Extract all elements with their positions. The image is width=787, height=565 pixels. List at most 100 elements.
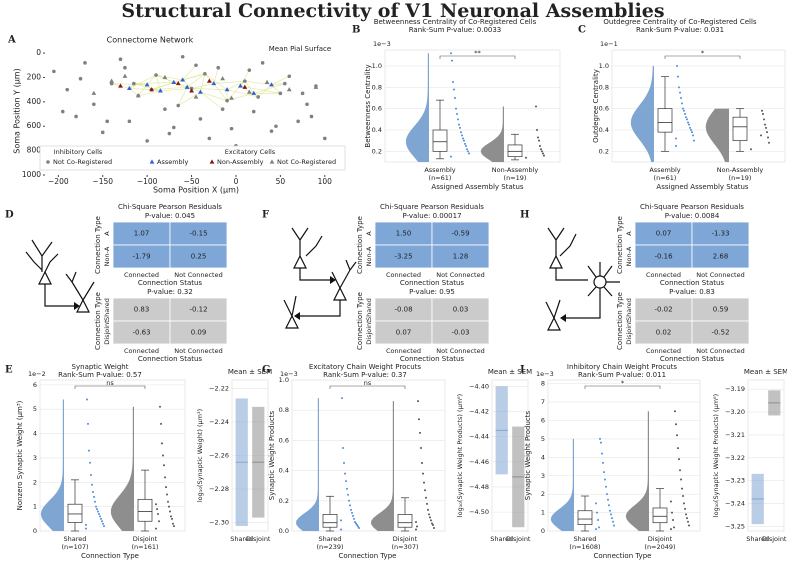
cell-point	[260, 61, 265, 65]
x-axis-label: Assigned Assembly Status	[431, 183, 524, 191]
strip-point	[600, 441, 602, 444]
soma	[285, 314, 299, 329]
strip-point	[358, 526, 360, 529]
cell-point	[65, 87, 70, 92]
cell-point	[163, 107, 167, 111]
box	[657, 108, 673, 133]
count-label: (n=239)	[316, 543, 343, 551]
cell-label: 1.07	[134, 230, 150, 238]
cell-point	[305, 102, 309, 107]
strip-point	[539, 145, 541, 147]
strip-point	[680, 97, 682, 99]
strip-point	[417, 400, 419, 403]
cell-point	[322, 136, 327, 141]
connection-edge	[155, 74, 188, 88]
strip-point	[465, 145, 467, 147]
x-tick-label: Shared	[574, 535, 597, 543]
strip-point	[687, 121, 689, 124]
y-tick-label: 7	[541, 398, 545, 406]
count-label: (n=1608)	[569, 543, 600, 551]
strip-point	[158, 520, 160, 523]
strip-point	[599, 437, 601, 440]
cell-label: -1.79	[132, 253, 150, 261]
count-label: (n=61)	[654, 174, 677, 182]
strip-point	[613, 524, 615, 527]
strip-point	[101, 520, 103, 523]
row-label: Shared	[103, 298, 111, 321]
cell-point	[247, 68, 252, 72]
strip-point	[102, 522, 104, 525]
chart-subtitle: Rank-Sum P-value: 0.031	[636, 26, 724, 34]
strip-point	[168, 505, 170, 508]
column-label: Not Connected	[174, 271, 222, 279]
cell-point	[198, 117, 203, 121]
strip-point	[94, 500, 96, 503]
x-tick-label: Non-Assembly	[717, 166, 764, 174]
cell-point	[286, 87, 292, 92]
y-axis-label: Synaptic Weight Products	[524, 410, 532, 500]
strip-point	[92, 491, 94, 494]
strip-point	[161, 442, 163, 445]
chart-title: Mean ± SEM	[488, 368, 532, 376]
violin	[296, 398, 319, 531]
column-label: Not Connected	[174, 347, 222, 355]
row-axis-label: Connection Type	[94, 216, 102, 274]
cell-point	[229, 95, 234, 100]
y-tick-label: −2.26	[209, 452, 229, 460]
strip-point	[346, 487, 348, 490]
strip-point	[458, 123, 460, 126]
cell-point	[167, 131, 172, 136]
x-tick-label: 100	[318, 177, 333, 186]
y-axis-label: log₁₀(Synaptic Weight Products) (μm⁶)	[712, 394, 720, 517]
strip-point	[340, 528, 342, 531]
dendrite	[545, 299, 561, 319]
cell-point	[274, 124, 278, 129]
strip-point	[601, 452, 603, 455]
y-tick-label: 2	[33, 478, 37, 486]
cell-point	[242, 84, 248, 89]
x-axis-label: Connection Status	[138, 279, 202, 287]
chart-subtitle: P-value: 0.045	[145, 212, 195, 220]
cell-point	[145, 139, 149, 143]
panel-label: G	[262, 365, 271, 376]
chart-subtitle: P-value: 0.95	[409, 288, 455, 296]
y-tick-label: 0.4	[599, 126, 609, 134]
x-tick-label: −200	[48, 177, 69, 186]
row-axis-label: Connection Type	[356, 292, 364, 350]
legend-group: Excitatory Cells	[225, 148, 276, 156]
strip-point	[89, 461, 91, 464]
y-tick-label: −2.24	[209, 418, 229, 426]
y-tick-label: 0.2	[372, 147, 382, 155]
strip-point	[98, 512, 100, 515]
legend-label: Not Co-Registered	[53, 158, 112, 166]
panel-label: I	[520, 365, 525, 376]
cell-label: 0.59	[713, 306, 729, 314]
x-tick-label: 50	[276, 177, 286, 186]
strip-point	[679, 91, 681, 94]
box	[322, 514, 338, 528]
strip-point	[455, 107, 457, 110]
cell-point	[52, 69, 56, 74]
y-tick-label: 200	[27, 72, 42, 81]
connection-edge	[213, 83, 228, 101]
chart-title: Excitatory Chain Weight Procuts	[309, 363, 422, 371]
connection-edge	[213, 80, 245, 84]
count-label: (n=19)	[504, 174, 527, 182]
strip-point	[679, 469, 681, 472]
cell-point	[162, 74, 168, 80]
box	[732, 116, 748, 142]
cell-point	[264, 79, 270, 84]
strip-point	[609, 509, 611, 512]
dendrite	[291, 227, 323, 257]
strip-point	[690, 129, 692, 131]
cell-label: -0.12	[189, 306, 207, 314]
box	[652, 507, 668, 524]
soma	[76, 298, 90, 313]
strip-point	[595, 502, 597, 505]
connection-edge	[244, 80, 255, 94]
strip-point	[460, 131, 462, 134]
connection-edge	[253, 83, 285, 94]
cell-point	[193, 94, 199, 99]
violin	[110, 406, 134, 531]
cell-point	[220, 76, 226, 81]
